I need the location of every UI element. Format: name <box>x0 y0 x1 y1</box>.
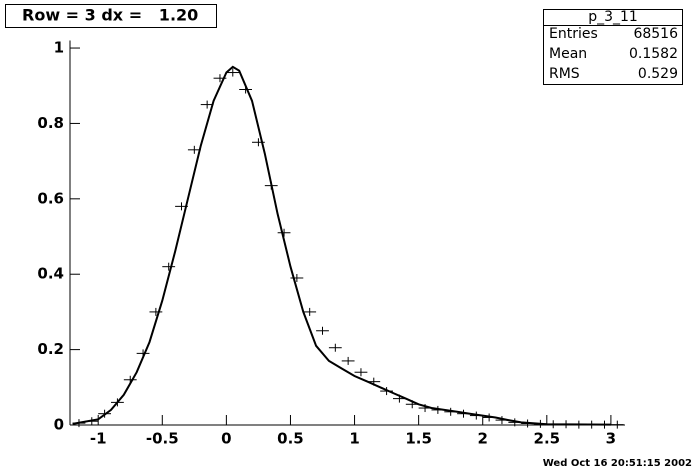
chart-title: Row = 3 dx = 1.20 <box>22 6 198 25</box>
x-tick-label: 2 <box>478 430 488 448</box>
data-point <box>149 307 163 316</box>
title-box <box>5 4 217 28</box>
data-point <box>277 228 291 237</box>
stats-label: Entries <box>549 26 598 42</box>
data-point <box>303 307 317 316</box>
data-point <box>354 368 368 377</box>
x-tick-label: 0 <box>221 430 231 448</box>
stats-value: 0.1582 <box>629 46 678 62</box>
x-tick-label: 1 <box>349 430 359 448</box>
x-tick-label: 3 <box>606 430 616 448</box>
x-tick-label: 0.5 <box>277 430 304 448</box>
data-point <box>316 326 329 335</box>
timestamp: Wed Oct 16 20:51:15 2002 <box>543 458 692 469</box>
data-point <box>341 356 355 365</box>
stats-value: 0.529 <box>638 66 678 82</box>
y-tick-label: 0 <box>54 416 64 434</box>
fit-curve <box>72 65 611 426</box>
x-tick-label: 2.5 <box>534 430 561 448</box>
data-point <box>328 343 342 352</box>
y-tick-label: 0.4 <box>37 265 64 283</box>
data-point <box>200 100 214 109</box>
y-tick-label: 0.2 <box>37 340 64 358</box>
stats-title: p_3_11 <box>588 9 638 25</box>
x-tick-label: 1.5 <box>405 430 432 448</box>
stats-label: RMS <box>549 66 580 82</box>
data-point <box>290 273 304 282</box>
stats-label: Mean <box>549 46 587 62</box>
data-point <box>610 420 624 429</box>
data-point <box>187 145 201 154</box>
x-tick-label: -0.5 <box>146 430 179 448</box>
stats-value: 68516 <box>633 26 678 42</box>
stats-box <box>543 9 683 85</box>
data-point <box>162 262 176 271</box>
x-tick-label: -1 <box>90 430 107 448</box>
y-tick-label: 0.6 <box>37 189 64 207</box>
y-tick-label: 1 <box>54 39 64 57</box>
y-tick-label: 0.8 <box>37 114 64 132</box>
data-point <box>226 68 240 77</box>
